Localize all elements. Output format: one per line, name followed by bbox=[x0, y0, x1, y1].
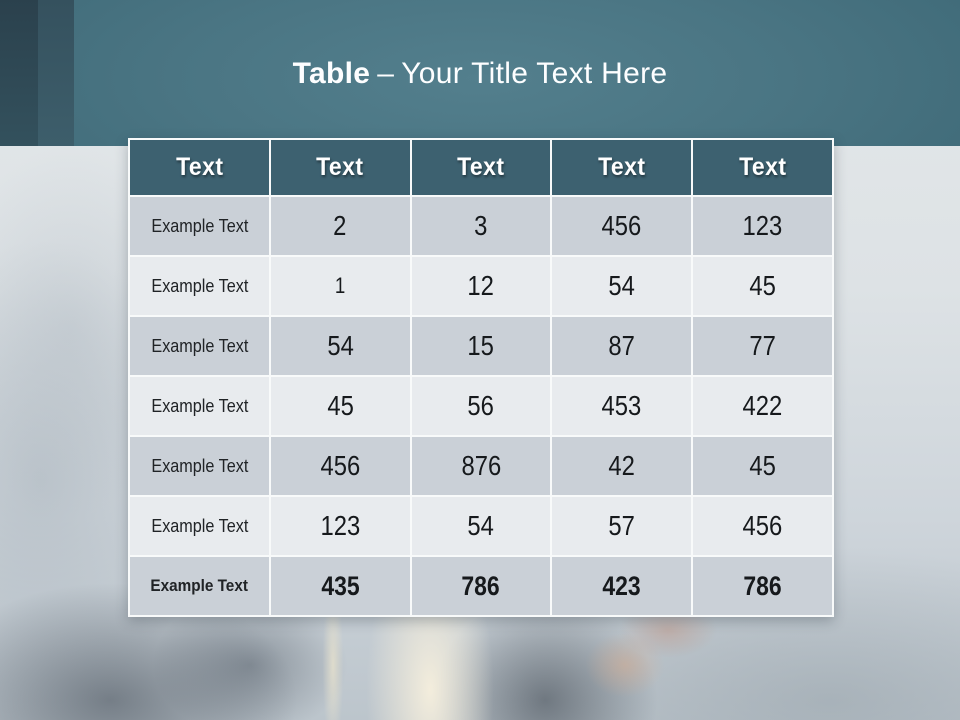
value-cell: 2 bbox=[270, 197, 410, 255]
table-header-cell: Text bbox=[130, 140, 269, 195]
value-cell: 435 bbox=[270, 557, 410, 615]
header-banner: Table – Your Title Text Here bbox=[0, 0, 960, 146]
value-cell: 77 bbox=[693, 317, 832, 375]
value-cell: 15 bbox=[411, 317, 551, 375]
header-cell-text: Text bbox=[316, 153, 364, 181]
value-cell: 456 bbox=[270, 437, 410, 495]
value-cell: 3 bbox=[411, 197, 551, 255]
value-cell: 456 bbox=[552, 197, 692, 255]
slide-title: Table – Your Title Text Here bbox=[0, 57, 960, 92]
table-header-cell: Text bbox=[552, 140, 692, 195]
header-cell-text: Text bbox=[175, 153, 224, 181]
row-label-cell: Example Text bbox=[130, 317, 269, 375]
title-text: Your Title Text Here bbox=[401, 57, 668, 90]
header-cell-text: Text bbox=[738, 153, 787, 181]
row-label-cell: Example Text bbox=[130, 257, 269, 315]
value-cell: 123 bbox=[693, 197, 832, 255]
value-cell: 54 bbox=[411, 497, 551, 555]
value-cell: 456 bbox=[693, 497, 832, 555]
table-header-cell: Text bbox=[411, 140, 551, 195]
table-row: Example Text 456 876 42 45 bbox=[130, 437, 832, 495]
table-row: Example Text 123 54 57 456 bbox=[130, 497, 832, 555]
value-cell: 45 bbox=[270, 377, 410, 435]
value-cell: 45 bbox=[693, 437, 832, 495]
table-row: Example Text 45 56 453 422 bbox=[130, 377, 832, 435]
row-label-cell: Example Text bbox=[130, 377, 269, 435]
header-cell-text: Text bbox=[598, 153, 646, 181]
value-cell: 876 bbox=[411, 437, 551, 495]
table-row: Example Text 54 15 87 77 bbox=[130, 317, 832, 375]
value-cell: 42 bbox=[552, 437, 692, 495]
value-cell: 57 bbox=[552, 497, 692, 555]
value-cell: 786 bbox=[411, 557, 551, 615]
header-cell-text: Text bbox=[457, 153, 505, 181]
table-row: Example Text 435 786 423 786 bbox=[130, 557, 832, 615]
value-cell: 12 bbox=[411, 257, 551, 315]
accent-bar-medium bbox=[38, 0, 74, 146]
title-dash: – bbox=[377, 57, 395, 90]
data-table: Text Text Text Text Text Example Text 2 … bbox=[128, 138, 834, 617]
value-cell: 453 bbox=[552, 377, 692, 435]
value-cell: 786 bbox=[693, 557, 832, 615]
value-cell: 54 bbox=[270, 317, 410, 375]
table-row: Example Text 2 3 456 123 bbox=[130, 197, 832, 255]
table-row: Example Text 1 12 54 45 bbox=[130, 257, 832, 315]
row-label-cell: Example Text bbox=[130, 197, 269, 255]
table-header-row: Text Text Text Text Text bbox=[130, 140, 832, 195]
row-label-cell: Example Text bbox=[130, 497, 269, 555]
value-cell: 54 bbox=[552, 257, 692, 315]
row-label-cell: Example Text bbox=[130, 557, 269, 615]
value-cell: 56 bbox=[411, 377, 551, 435]
title-keyword: Table bbox=[292, 57, 371, 90]
value-cell: 423 bbox=[552, 557, 692, 615]
table-header-cell: Text bbox=[693, 140, 832, 195]
table-header-cell: Text bbox=[270, 140, 410, 195]
value-cell: 422 bbox=[693, 377, 832, 435]
row-label-cell: Example Text bbox=[130, 437, 269, 495]
value-cell: 87 bbox=[552, 317, 692, 375]
accent-bar-dark bbox=[0, 0, 38, 146]
value-cell: 45 bbox=[693, 257, 832, 315]
value-cell: 123 bbox=[270, 497, 410, 555]
value-cell: 1 bbox=[270, 257, 410, 315]
